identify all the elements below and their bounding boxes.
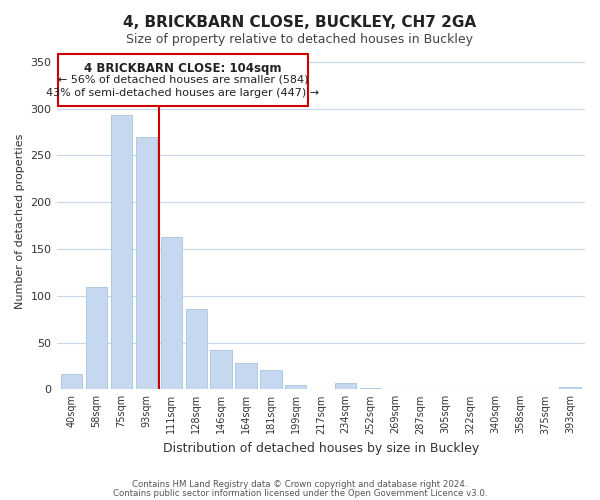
Bar [161, 237, 182, 390]
Bar [260, 370, 281, 390]
Bar [86, 288, 107, 390]
Bar [61, 374, 82, 390]
Text: 4 BRICKBARN CLOSE: 104sqm: 4 BRICKBARN CLOSE: 104sqm [84, 62, 282, 75]
Bar [111, 115, 132, 390]
Text: Size of property relative to detached houses in Buckley: Size of property relative to detached ho… [127, 32, 473, 46]
Bar [335, 383, 356, 390]
Bar [360, 388, 381, 390]
Y-axis label: Number of detached properties: Number of detached properties [15, 133, 25, 308]
X-axis label: Distribution of detached houses by size in Buckley: Distribution of detached houses by size … [163, 442, 479, 455]
Bar [136, 136, 157, 390]
Text: 43% of semi-detached houses are larger (447) →: 43% of semi-detached houses are larger (… [46, 88, 320, 98]
Text: ← 56% of detached houses are smaller (584): ← 56% of detached houses are smaller (58… [58, 75, 308, 85]
FancyBboxPatch shape [58, 54, 308, 106]
Text: 4, BRICKBARN CLOSE, BUCKLEY, CH7 2GA: 4, BRICKBARN CLOSE, BUCKLEY, CH7 2GA [124, 15, 476, 30]
Bar [285, 384, 307, 390]
Text: Contains public sector information licensed under the Open Government Licence v3: Contains public sector information licen… [113, 488, 487, 498]
Bar [235, 363, 257, 390]
Bar [211, 350, 232, 390]
Text: Contains HM Land Registry data © Crown copyright and database right 2024.: Contains HM Land Registry data © Crown c… [132, 480, 468, 489]
Bar [185, 309, 207, 390]
Bar [559, 388, 581, 390]
